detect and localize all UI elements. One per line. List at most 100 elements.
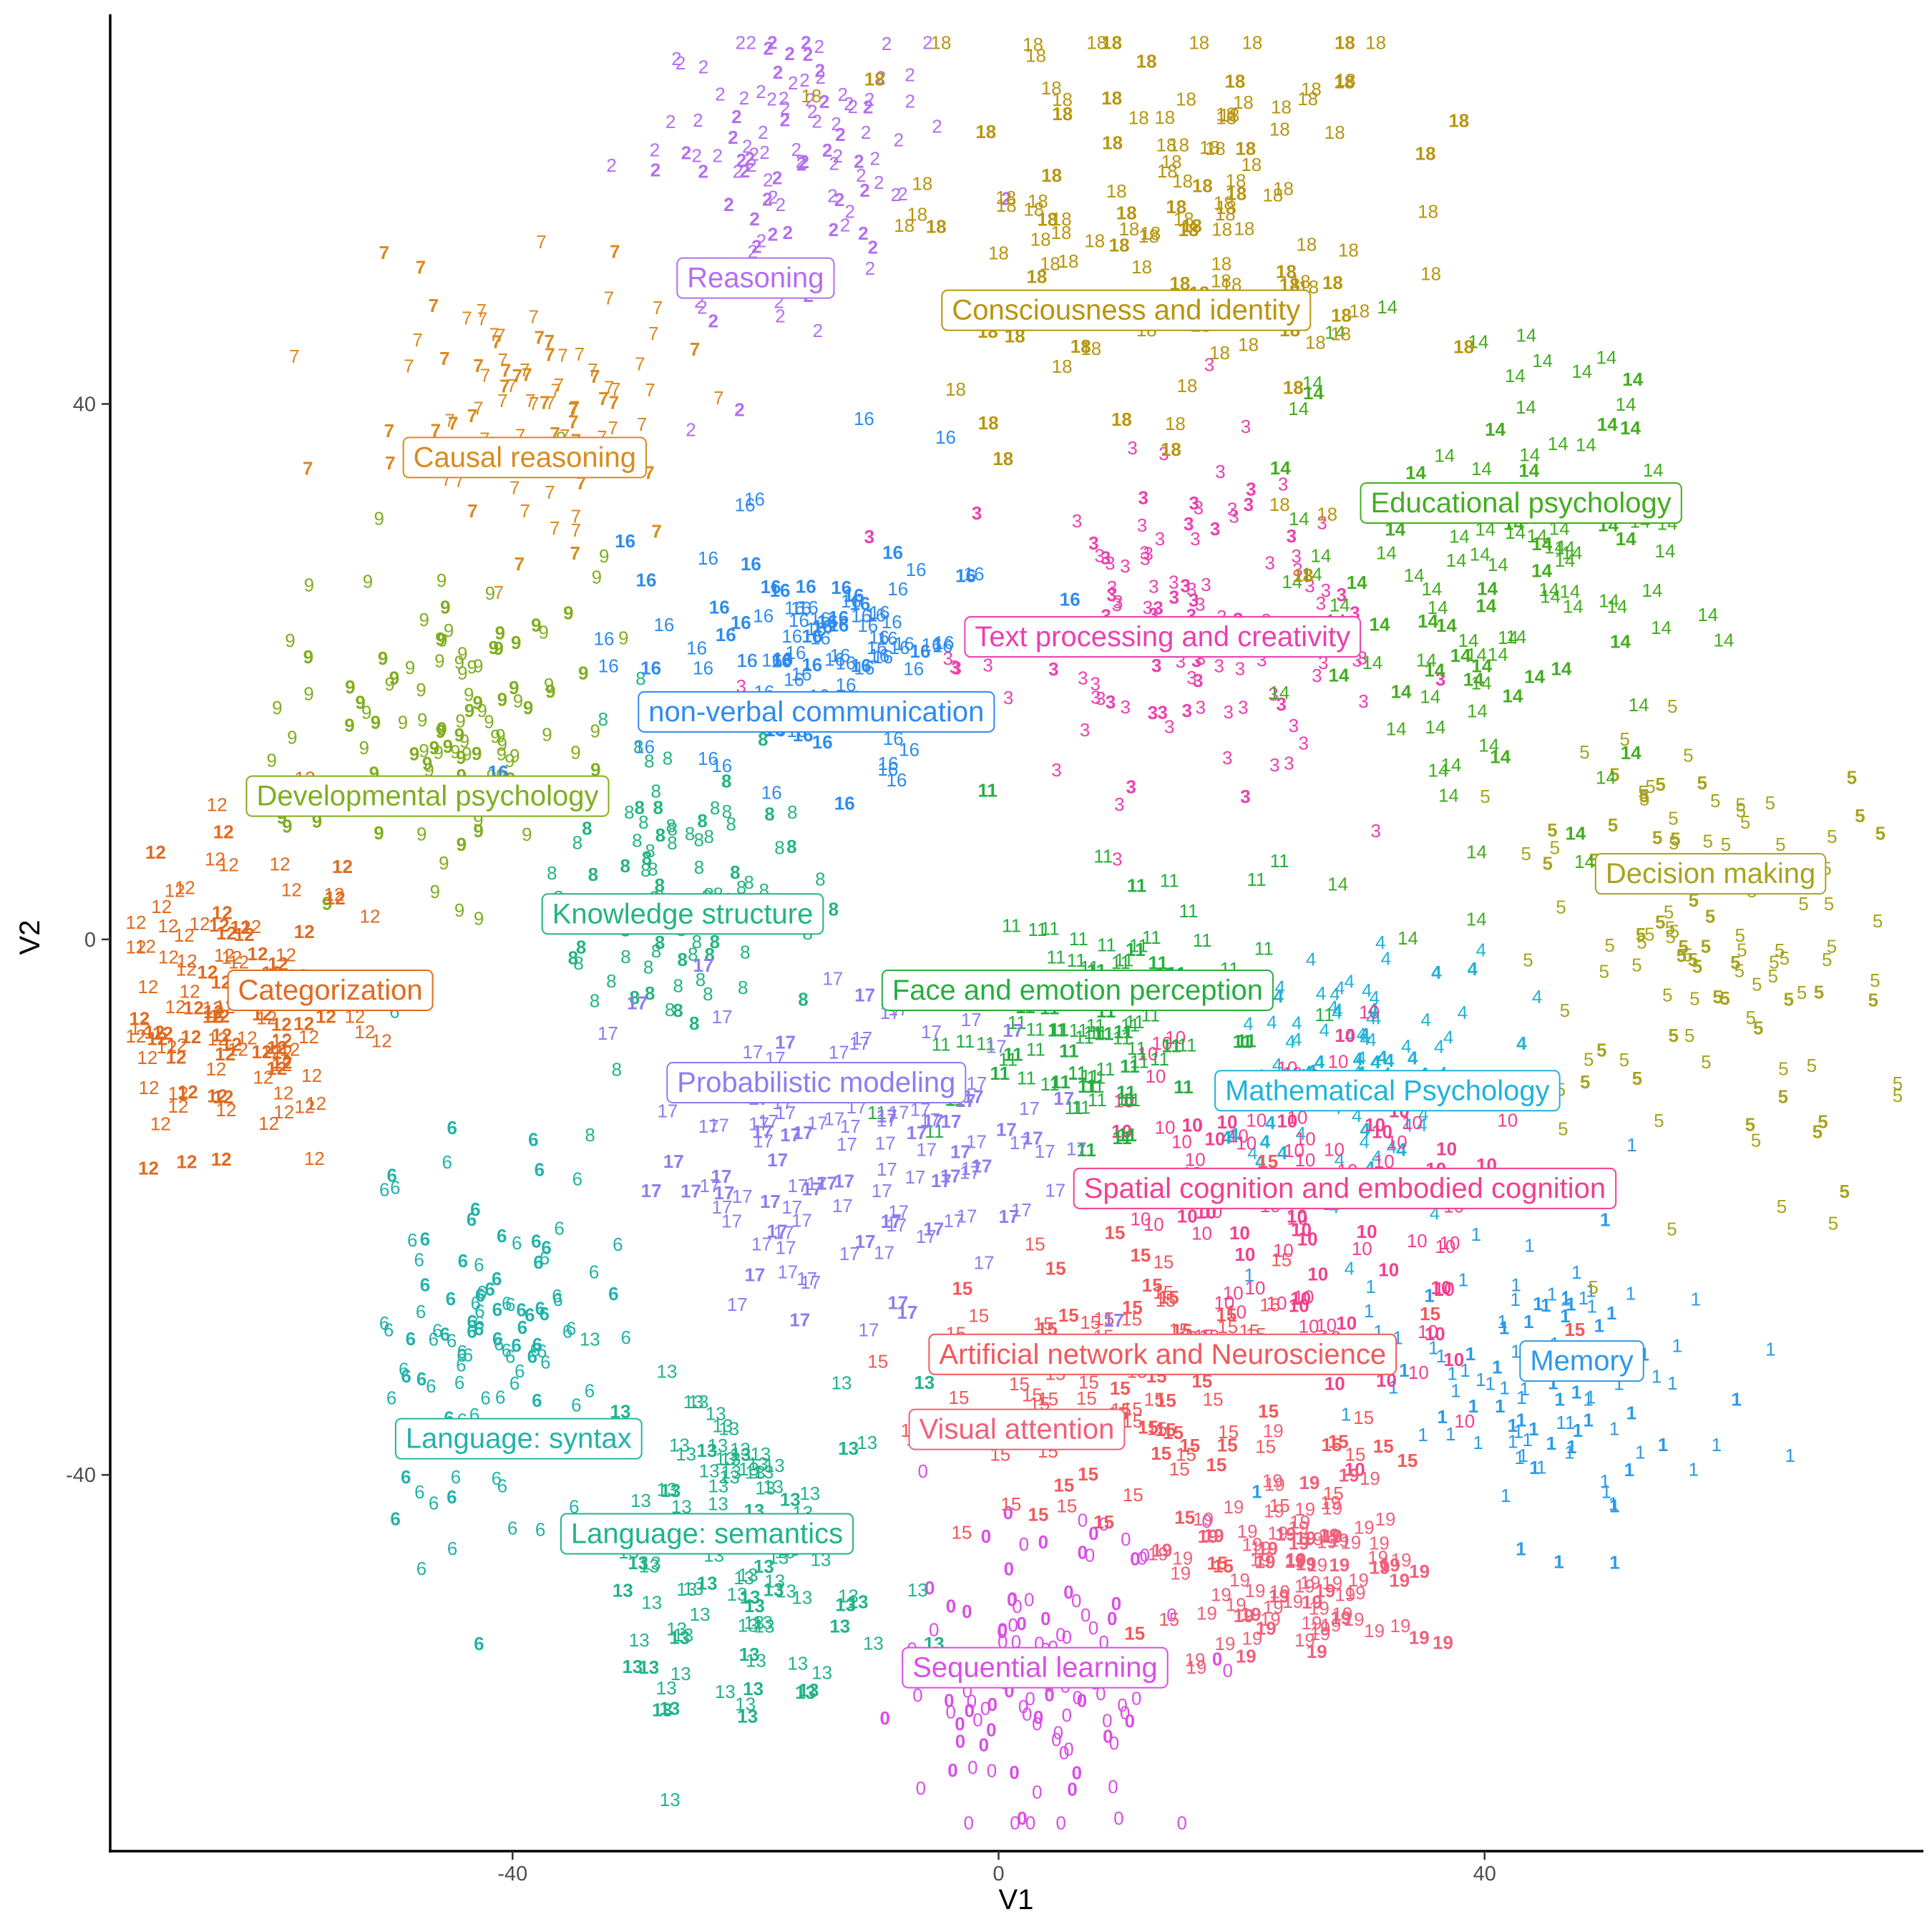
data-point-topic-15: 15 [1045,1258,1066,1279]
data-point-topic-7: 7 [494,582,504,603]
data-point-topic-11: 11 [1075,1026,1094,1048]
data-point-topic-5: 5 [1550,836,1560,858]
data-point-topic-6: 6 [447,1330,457,1352]
data-point-topic-8: 8 [703,983,713,1005]
data-point-topic-2: 2 [686,419,696,441]
data-point-topic-11: 11 [977,779,997,801]
data-point-topic-2: 2 [650,140,660,161]
data-point-topic-8: 8 [692,931,702,952]
data-point-topic-8: 8 [635,668,645,689]
data-point-topic-10: 10 [1294,1149,1315,1171]
data-point-topic-8: 8 [688,943,698,965]
data-point-topic-17: 17 [950,1141,971,1163]
data-point-topic-6: 6 [454,1372,464,1393]
data-point-topic-5: 5 [1730,952,1740,973]
data-point-topic-17: 17 [732,1186,753,1207]
data-point-topic-14: 14 [1651,617,1672,638]
data-point-topic-5: 5 [1608,814,1618,836]
data-point-topic-6: 6 [530,1339,540,1360]
data-point-topic-10: 10 [1328,1051,1349,1073]
data-point-topic-6: 6 [386,1164,396,1186]
data-point-topic-6: 6 [447,1486,457,1508]
data-point-topic-5: 5 [1737,940,1747,961]
data-point-topic-11: 11 [1026,1039,1045,1060]
data-point-topic-5: 5 [1609,764,1619,786]
data-point-topic-8: 8 [696,969,706,990]
data-point-topic-1: 1 [1600,1470,1610,1492]
data-point-topic-11: 11 [1315,1004,1335,1025]
data-point-topic-5: 5 [1868,989,1878,1010]
data-point-topic-18: 18 [1070,336,1091,357]
data-point-topic-11: 11 [1174,1076,1194,1098]
data-point-topic-1: 1 [1418,1424,1428,1445]
data-point-topic-0: 0 [986,1719,996,1741]
data-point-topic-18: 18 [801,85,821,107]
data-point-topic-19: 19 [1264,1500,1284,1521]
data-point-topic-17: 17 [874,1242,894,1264]
data-point-topic-6: 6 [509,1372,519,1394]
data-point-topic-2: 2 [829,153,839,175]
data-point-topic-7: 7 [462,307,472,328]
data-point-topic-2: 2 [740,160,750,182]
cluster-label-text: Decision making [1606,858,1815,889]
data-point-topic-5: 5 [1480,786,1490,807]
data-point-topic-17: 17 [905,1166,926,1188]
data-point-topic-2: 2 [831,113,841,135]
data-point-topic-18: 18 [1283,376,1304,398]
data-point-topic-6: 6 [474,1318,484,1340]
data-point-topic-7: 7 [480,365,490,386]
data-point-topic-14: 14 [1642,580,1663,601]
data-point-topic-7: 7 [385,452,395,474]
data-point-topic-3: 3 [1164,716,1174,738]
data-point-topic-18: 18 [1453,336,1474,358]
data-point-topic-16: 16 [741,553,761,575]
data-point-topic-8: 8 [758,728,768,750]
data-point-topic-14: 14 [1505,365,1526,386]
data-point-topic-5: 5 [1780,947,1790,969]
data-point-topic-9: 9 [417,709,427,731]
data-point-topic-6: 6 [613,1234,623,1255]
data-point-topic-11: 11 [1127,874,1147,896]
data-point-topic-10: 10 [1245,1277,1266,1299]
data-point-topic-16: 16 [784,597,805,618]
data-point-topic-5: 5 [1721,834,1731,855]
data-point-topic-9: 9 [509,745,519,766]
data-point-topic-15: 15 [949,1387,970,1408]
data-point-topic-5: 5 [1636,932,1646,953]
data-point-topic-2: 2 [811,111,821,132]
data-point-topic-11: 11 [1254,938,1274,960]
data-point-topic-11: 11 [1160,869,1179,891]
data-point-topic-11: 11 [1040,917,1060,939]
data-point-topic-5: 5 [1664,901,1674,922]
data-point-topic-10: 10 [1205,1128,1226,1150]
data-point-topic-7: 7 [448,412,458,434]
data-point-topic-17: 17 [919,1109,940,1131]
data-point-topic-8: 8 [697,810,707,831]
data-point-topic-18: 18 [1101,87,1122,109]
data-point-topic-7: 7 [379,242,389,263]
data-point-topic-4: 4 [1345,1025,1355,1046]
data-point-topic-6: 6 [620,1327,630,1348]
data-point-topic-7: 7 [528,306,538,328]
data-point-topic-5: 5 [1667,1219,1677,1240]
data-point-topic-10: 10 [1307,1263,1328,1284]
data-point-topic-6: 6 [477,1282,487,1303]
data-point-topic-14: 14 [1620,417,1641,439]
data-point-topic-14: 14 [1544,537,1565,558]
data-point-topic-4: 4 [1368,999,1379,1020]
data-point-topic-4: 4 [1377,1047,1388,1068]
data-point-topic-18: 18 [1154,107,1175,128]
data-point-topic-4: 4 [1371,1007,1381,1028]
data-point-topic-10: 10 [1335,1025,1355,1046]
data-point-topic-0: 0 [1025,1688,1035,1709]
data-point-topic-18: 18 [1161,439,1181,460]
data-point-topic-1: 1 [1608,1493,1618,1514]
cluster-label-text: Language: syntax [406,1423,632,1455]
data-point-topic-11: 11 [1059,1040,1079,1062]
data-point-topic-16: 16 [812,731,833,753]
data-point-topic-13: 13 [638,1657,659,1678]
data-point-topic-9: 9 [304,575,314,596]
data-point-topic-0: 0 [1073,1687,1083,1709]
data-point-topic-15: 15 [1259,1294,1280,1316]
data-point-topic-17: 17 [957,1205,977,1226]
